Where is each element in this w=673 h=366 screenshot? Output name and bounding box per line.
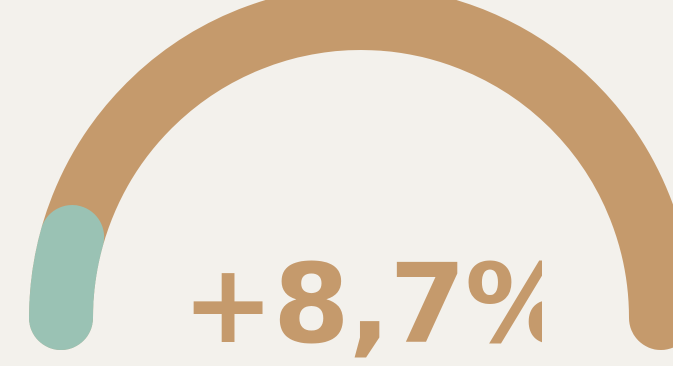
- gauge-value-label: +8,7%: [182, 242, 542, 366]
- gauge-fill-arc: [29, 205, 105, 350]
- gauge-track-arc: [29, 0, 673, 350]
